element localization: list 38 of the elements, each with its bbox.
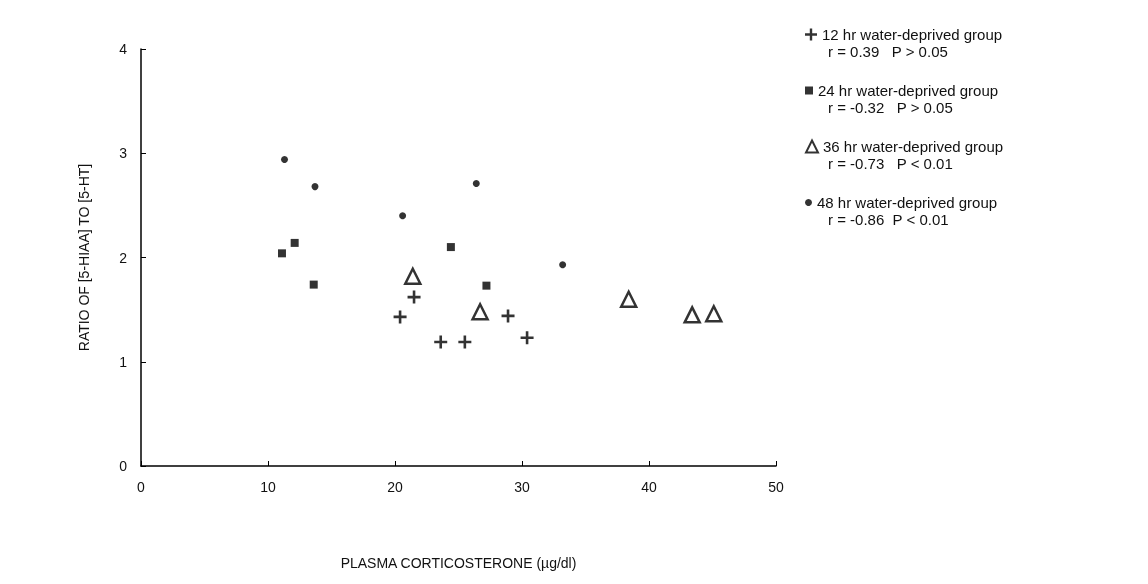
legend-label: 24 hr water-deprived group	[818, 82, 999, 99]
x-tick-label: 40	[641, 479, 657, 495]
x-tick-label: 0	[137, 479, 146, 495]
point	[559, 261, 567, 269]
point	[399, 212, 407, 220]
x-tick-label: 10	[260, 479, 276, 495]
point	[472, 179, 480, 187]
point	[619, 290, 638, 308]
text: r = -0.86 P < 0.01	[828, 211, 949, 228]
x-tick-label: 20	[387, 479, 403, 495]
point	[446, 243, 455, 252]
point	[705, 305, 723, 323]
point	[520, 331, 534, 345]
x-axis-title: PLASMA CORTICOSTERONE (µg/dl)	[340, 555, 577, 571]
point	[277, 249, 286, 258]
point	[309, 280, 318, 289]
point	[434, 335, 448, 349]
y-tick-label: 1	[119, 353, 128, 370]
point	[311, 183, 319, 191]
point	[683, 306, 701, 324]
x-tick-label: 50	[768, 479, 784, 495]
x-tick-label: 30	[514, 479, 530, 495]
text: r = -0.73 P < 0.01	[828, 155, 953, 172]
legend-label: 48 hr water-deprived group	[817, 194, 998, 211]
point	[471, 302, 489, 321]
y-tick-label: 0	[119, 458, 128, 474]
point	[290, 238, 299, 247]
y-tick-label: 3	[119, 145, 128, 162]
legend-label: 36 hr water-deprived group	[823, 138, 1004, 155]
y-tick-label: 2	[119, 249, 128, 266]
y-axis-title: RATIO OF [5-HIAA] TO [5-HT]	[76, 163, 92, 352]
point	[404, 267, 422, 286]
point	[281, 156, 289, 163]
point	[482, 281, 491, 290]
legend-label: 12 hr water-deprived group	[822, 26, 1003, 43]
text: r = 0.39 P > 0.05	[828, 43, 948, 60]
y-tick-label: 4	[119, 41, 128, 57]
text: r = -0.32 P > 0.05	[828, 99, 953, 116]
